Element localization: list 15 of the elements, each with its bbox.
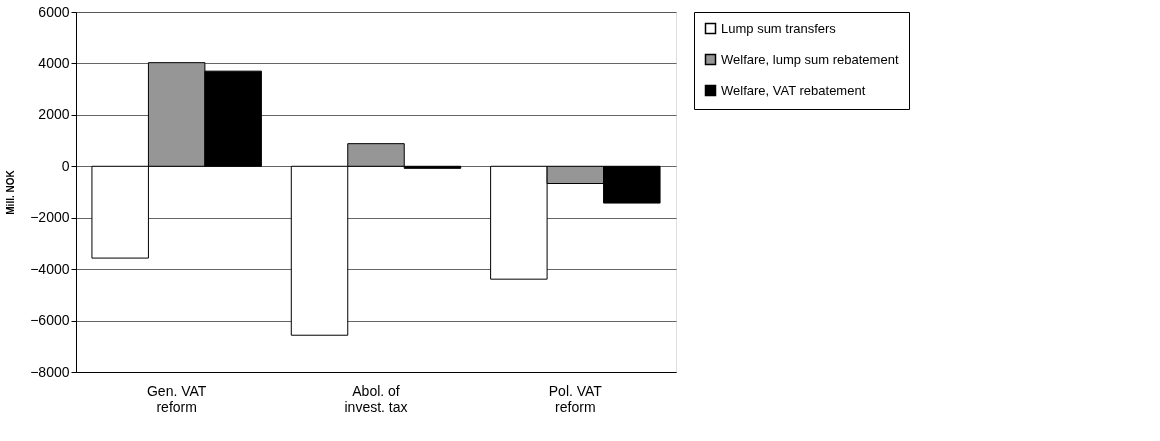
x-tick-label: Gen. VAT reform	[146, 382, 207, 415]
y-tick-label: 6000	[38, 3, 70, 20]
legend-label: Lump sum transfers	[721, 20, 837, 36]
x-tick-label: Abol. of invest. tax	[344, 382, 408, 415]
x-tick-label: Pol. VAT reform	[548, 382, 603, 415]
legend-label: Welfare, lump sum rebatement	[721, 51, 899, 67]
y-tick-label: −8000	[30, 363, 70, 380]
y-tick-label: 0	[61, 157, 70, 174]
y-tick-label: −2000	[30, 209, 70, 226]
y-tick-label: 4000	[38, 54, 70, 71]
y-tick-label: −6000	[30, 312, 70, 329]
y-tick-label: 2000	[38, 106, 70, 123]
y-axis-title: Mill. NOK	[5, 169, 17, 215]
y-tick-label: −4000	[30, 260, 70, 277]
legend-label: Welfare, VAT rebatement	[721, 82, 866, 98]
